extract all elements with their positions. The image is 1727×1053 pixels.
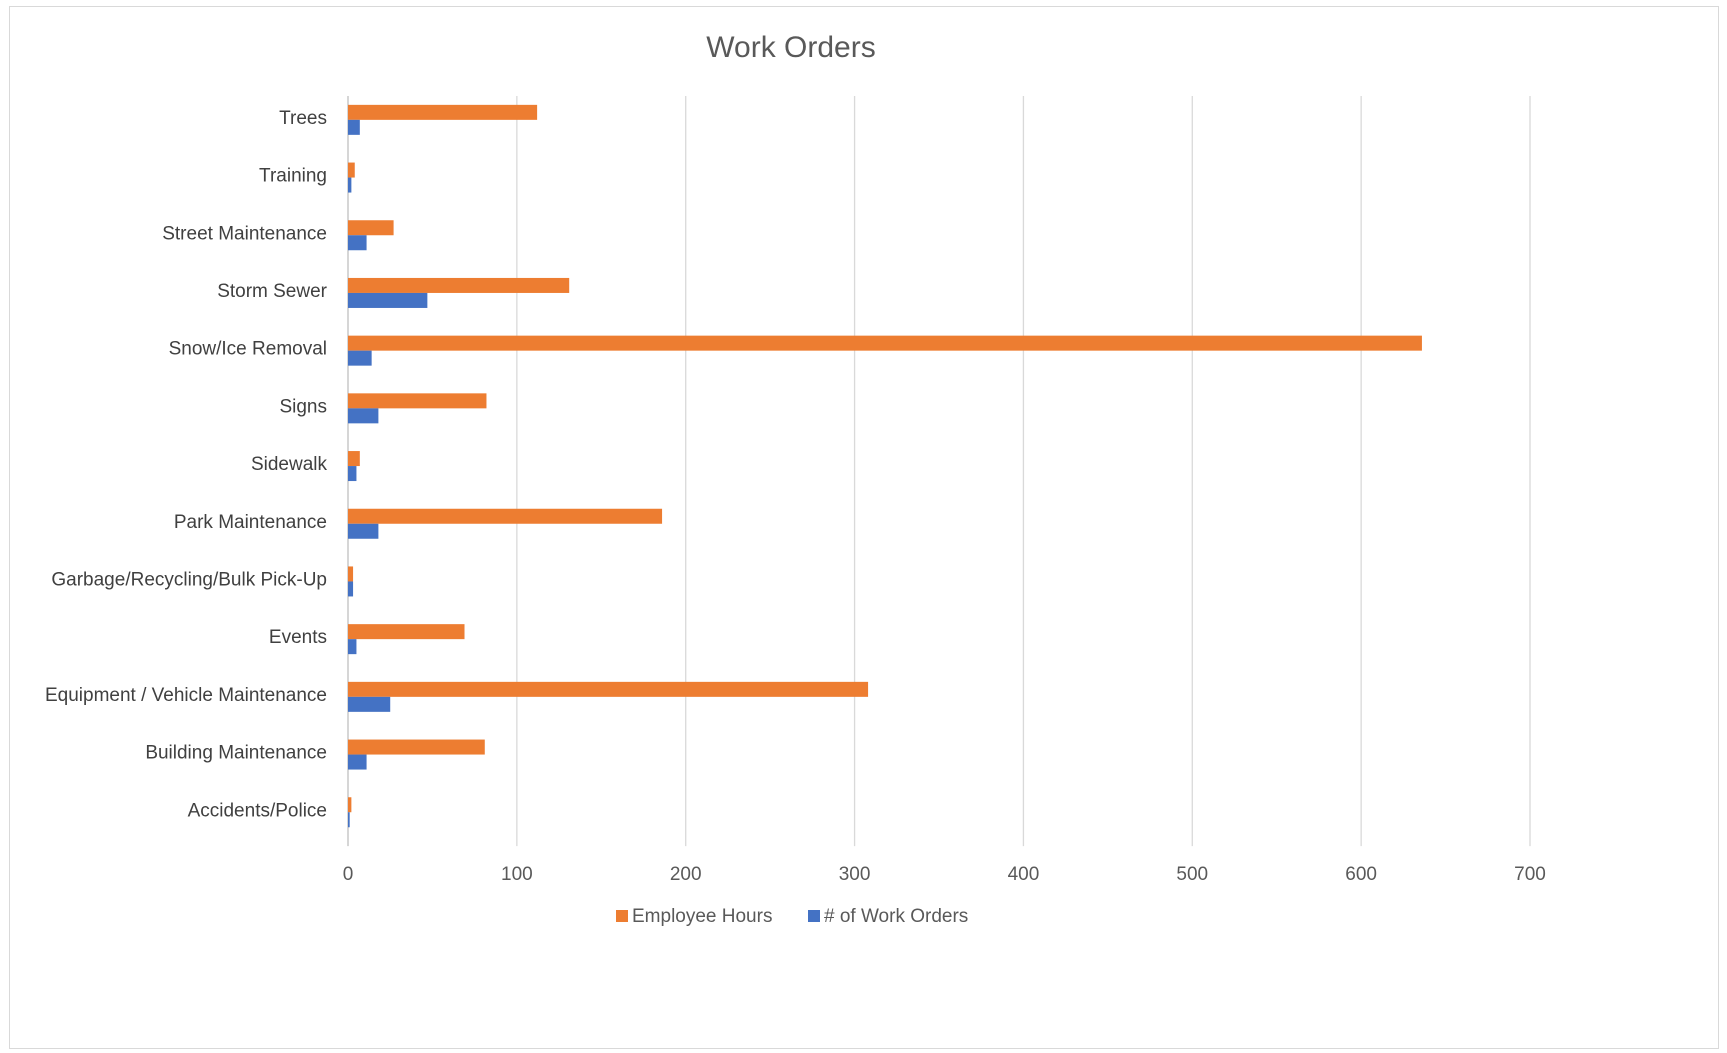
category-label: Signs — [279, 396, 327, 417]
category-labels: Trees Training Street Maintenance Storm Sew… — [45, 108, 328, 821]
x-tick-label: 700 — [1514, 864, 1546, 885]
bar-employee-hours — [348, 220, 394, 236]
bar-work-orders — [348, 177, 352, 193]
category-label: Accidents/Police — [188, 800, 327, 821]
category-label: Sidewalk — [251, 454, 328, 475]
bar-work-orders — [348, 581, 354, 597]
bar-work-orders — [348, 696, 391, 712]
bar-employee-hours — [348, 624, 465, 640]
bar-work-orders — [348, 292, 428, 308]
bar-chart: Work Orders Trees Training Street Maintena… — [45, 31, 1546, 927]
bar-employee-hours — [348, 393, 487, 409]
bar-work-orders — [348, 754, 367, 770]
bar-employee-hours — [348, 162, 355, 178]
x-tick-label: 600 — [1345, 864, 1377, 885]
x-tick-labels: 0 100 200 300 400 500 600 700 — [343, 864, 1546, 885]
bar-employee-hours — [348, 508, 663, 524]
bar-employee-hours — [348, 797, 352, 813]
legend-swatch — [808, 910, 820, 922]
legend-label: Employee Hours — [632, 906, 772, 927]
bar-employee-hours — [348, 277, 570, 293]
bar-work-orders — [348, 466, 357, 482]
chart-title: Work Orders — [706, 31, 875, 64]
category-label: Equipment / Vehicle Maintenance — [45, 685, 327, 706]
bar-work-orders — [348, 350, 372, 366]
bar-employee-hours — [348, 681, 869, 697]
bar-employee-hours — [348, 566, 354, 582]
category-label: Garbage/Recycling/Bulk Pick-Up — [51, 569, 327, 590]
x-tick-label: 0 — [343, 864, 354, 885]
bar-employee-hours — [348, 739, 485, 755]
legend-swatch — [616, 910, 628, 922]
bar-employee-hours — [348, 335, 1422, 351]
legend-label: # of Work Orders — [824, 906, 968, 927]
bar-work-orders — [348, 812, 350, 828]
bars — [348, 104, 1422, 828]
category-label: Storm Sewer — [217, 281, 327, 302]
bar-work-orders — [348, 235, 367, 251]
category-label: Street Maintenance — [162, 223, 327, 244]
bar-work-orders — [348, 639, 357, 655]
bar-work-orders — [348, 523, 379, 539]
x-tick-label: 400 — [1008, 864, 1040, 885]
category-label: Training — [259, 166, 327, 187]
bar-employee-hours — [348, 104, 538, 120]
category-label: Events — [269, 627, 327, 648]
gridlines — [347, 96, 1531, 847]
x-tick-label: 100 — [501, 864, 533, 885]
bar-employee-hours — [348, 451, 360, 467]
x-tick-label: 500 — [1176, 864, 1208, 885]
bar-work-orders — [348, 408, 379, 424]
category-label: Trees — [279, 108, 327, 129]
x-tick-label: 200 — [670, 864, 702, 885]
x-tick-label: 300 — [839, 864, 871, 885]
legend: Employee Hours # of Work Orders — [616, 906, 968, 927]
chart-frame: Work Orders Trees Training Street Maintena… — [9, 6, 1719, 1049]
category-label: Building Maintenance — [145, 743, 327, 764]
category-label: Park Maintenance — [174, 512, 327, 533]
category-label: Snow/Ice Removal — [169, 339, 327, 360]
bar-work-orders — [348, 119, 360, 135]
